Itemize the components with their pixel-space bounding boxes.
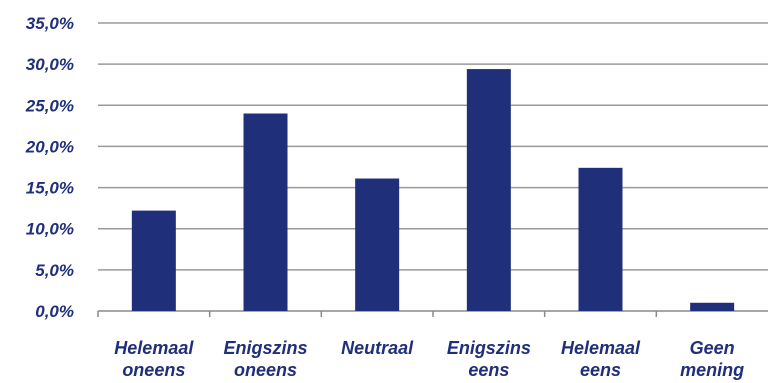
y-tick-label: 35,0% (26, 14, 74, 33)
category-label: Helemaal eens (561, 338, 641, 380)
y-tick-label: 5,0% (35, 261, 74, 280)
gridlines (98, 22, 768, 271)
category-label-line: Helemaal (561, 338, 641, 358)
y-tick-label: 15,0% (26, 179, 74, 198)
bar (690, 302, 735, 311)
category-label-line: eens (468, 360, 509, 380)
category-label-line: mening (680, 360, 744, 380)
category-label: Geen mening (680, 338, 744, 380)
category-label-line: Enigszins (447, 338, 531, 358)
bar (243, 113, 288, 311)
category-label: Enigszins eens (447, 338, 531, 380)
bar (355, 178, 400, 311)
axes (97, 310, 768, 317)
y-tick-label: 0,0% (35, 302, 74, 321)
bar (131, 210, 176, 311)
bars (131, 69, 735, 311)
category-label-line: Helemaal (114, 338, 194, 358)
category-label-line: eens (580, 360, 621, 380)
category-label: Enigszins oneens (223, 338, 307, 380)
category-label-line: Enigszins (223, 338, 307, 358)
category-label: Neutraal (341, 338, 414, 358)
y-tick-label: 25,0% (25, 96, 74, 115)
category-label: Helemaal oneens (114, 338, 194, 380)
category-label-line: Neutraal (341, 338, 414, 358)
y-tick-label: 10,0% (26, 220, 74, 239)
category-label-line: oneens (122, 360, 185, 380)
bar (466, 69, 511, 311)
y-tick-label: 30,0% (26, 55, 74, 74)
bar (578, 167, 623, 311)
category-label-line: oneens (234, 360, 297, 380)
y-tick-labels: 0,0% 5,0% 10,0% 15,0% 20,0% 25,0% 30,0% 35,0% (25, 14, 74, 321)
y-tick-label: 20,0% (25, 137, 74, 156)
category-label-line: Geen (690, 338, 735, 358)
